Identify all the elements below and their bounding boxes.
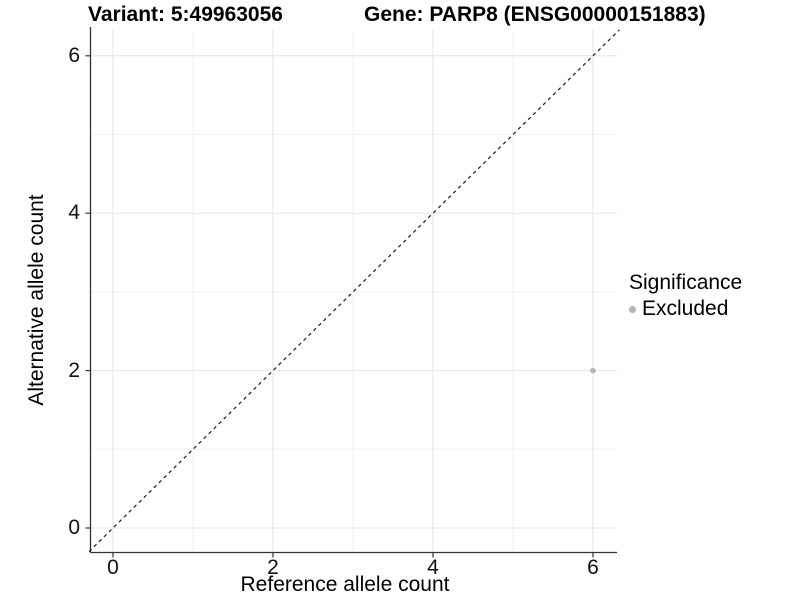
y-tick-label: 4 [68,201,80,225]
y-tick-label: 6 [68,43,80,67]
legend-item-excluded: Excluded [629,297,742,321]
x-tick-label: 4 [427,556,439,579]
identity-line [88,29,620,553]
x-tick-label: 2 [267,556,279,579]
x-tick-label: 6 [587,556,599,579]
plot-title-gene: Gene: PARP8 (ENSG00000151883) [364,3,706,26]
legend-item-label: Excluded [642,297,729,320]
plot-title-variant: Variant: 5:49963056 [88,3,283,26]
legend: Significance Excluded [629,271,742,321]
x-axis-title: Reference allele count [240,573,450,596]
legend-title: Significance [629,271,743,294]
y-tick-label: 0 [68,516,80,539]
x-tick-label: 0 [107,556,119,579]
y-tick-label: 2 [68,358,80,382]
legend-point-icon [629,305,636,313]
data-point [590,367,596,374]
y-axis-title: Alternative allele count [25,194,48,406]
